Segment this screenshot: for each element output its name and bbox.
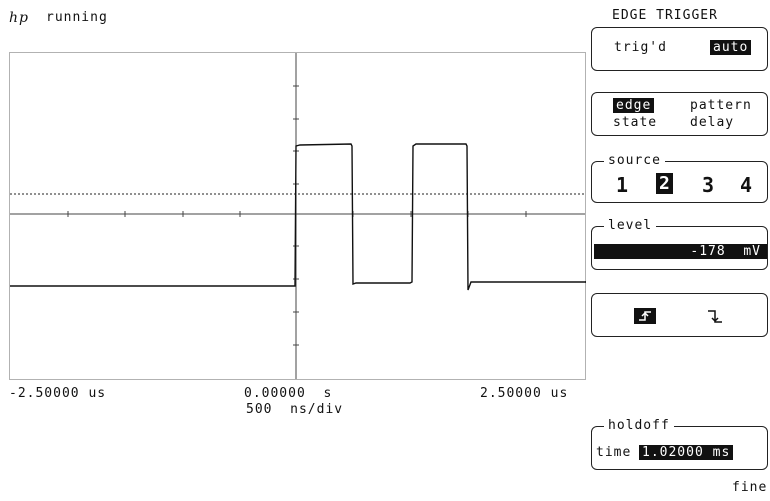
holdoff-time-label: time: [596, 445, 632, 460]
source-option-1[interactable]: 1: [616, 173, 629, 197]
holdoff-label: holdoff: [604, 418, 674, 433]
level-label: level: [604, 218, 657, 233]
source-option-2[interactable]: 2: [656, 173, 673, 194]
graticule-frame: [9, 52, 586, 380]
type-pattern[interactable]: pattern: [690, 98, 752, 113]
menu-title: EDGE TRIGGER: [612, 8, 718, 23]
time-center-label: 0.00000 s: [244, 386, 333, 401]
hp-logo: hp: [9, 10, 29, 26]
mode-trigd[interactable]: trig'd: [614, 40, 667, 55]
slope-softkey[interactable]: [591, 293, 768, 337]
run-status: running: [46, 10, 108, 25]
axis-ticks: [67, 85, 527, 346]
source-option-3[interactable]: 3: [702, 173, 715, 197]
source-label: source: [604, 153, 665, 168]
timebase-label: 500 ns/div: [246, 402, 344, 417]
mode-softkey[interactable]: trig'd auto: [591, 27, 768, 71]
rising-edge-icon[interactable]: [634, 308, 656, 324]
holdoff-value[interactable]: 1.02000 ms: [639, 445, 734, 460]
falling-edge-icon[interactable]: [704, 308, 726, 326]
type-edge[interactable]: edge: [613, 98, 655, 113]
holdoff-softkey[interactable]: holdoff time 1.02000 ms: [591, 418, 768, 470]
mode-auto[interactable]: auto: [710, 40, 752, 55]
source-softkey[interactable]: source 1 2 3 4: [591, 153, 768, 203]
type-state[interactable]: state: [613, 115, 658, 130]
source-option-4[interactable]: 4: [740, 173, 753, 197]
type-delay[interactable]: delay: [690, 115, 735, 130]
time-right-label: 2.50000 us: [480, 386, 569, 401]
time-left-label: -2.50000 us: [9, 386, 107, 401]
trigger-type-softkey[interactable]: edge pattern state delay: [591, 92, 768, 136]
level-value[interactable]: -178 mV: [594, 244, 767, 259]
fine-label: fine: [732, 480, 768, 495]
channel-trace: [10, 143, 586, 291]
level-softkey[interactable]: level -178 mV: [591, 218, 768, 270]
waveform-display: [9, 52, 586, 380]
